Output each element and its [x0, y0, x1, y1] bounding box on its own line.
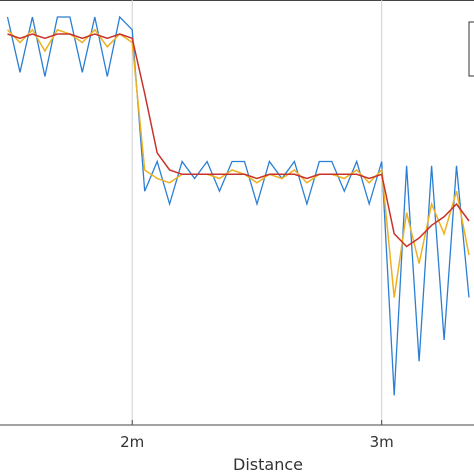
series-line: [7, 33, 470, 248]
legend-edge: [468, 21, 474, 77]
x-tick-label: 3m: [370, 433, 394, 451]
series-line: [6, 28, 470, 298]
series-line: [6, 15, 470, 396]
x-axis-label: Distance: [233, 455, 303, 474]
x-tick-label: 2m: [120, 433, 144, 451]
